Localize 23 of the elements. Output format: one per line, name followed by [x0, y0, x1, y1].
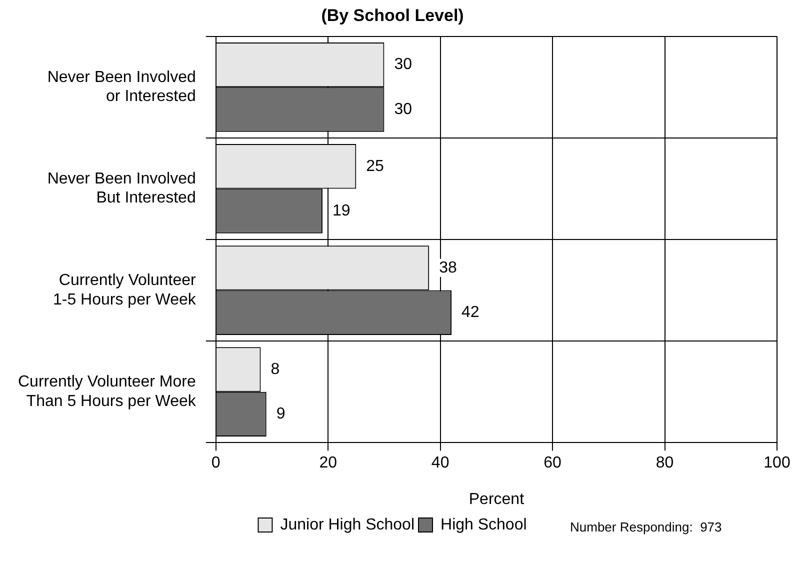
y-tick-label: Currently Volunteer 1-5 Hours per Week — [52, 272, 197, 308]
x-axis-title: Percent — [468, 490, 525, 508]
x-tick-label: 80 — [656, 454, 674, 472]
data-label: 9 — [276, 406, 286, 423]
y-tick-label: Currently Volunteer More Than 5 Hours per Week — [18, 374, 197, 410]
data-label: 30 — [394, 56, 412, 74]
x-tick-label: 60 — [544, 454, 562, 472]
text: Number Responding: 973 — [570, 520, 722, 535]
legend-label: Junior High School — [280, 516, 415, 534]
legend-label: High School — [440, 516, 527, 534]
x-tick-label: 20 — [319, 454, 338, 472]
data-label: 19 — [332, 202, 350, 220]
data-label: 25 — [366, 158, 384, 175]
data-label: 30 — [394, 100, 412, 118]
x-tick-label: 0 — [211, 454, 220, 472]
y-tick-label: Never Been Involved or Interested — [47, 68, 196, 106]
data-label: 38 — [439, 259, 457, 276]
x-tick-label: 40 — [431, 454, 450, 472]
data-label: 8 — [270, 360, 280, 378]
y-tick-label: Never Been Involved But Interested — [47, 170, 196, 207]
x-tick-label: 100 — [764, 454, 790, 472]
chart-title: (By School Level) — [321, 6, 464, 25]
data-label: 42 — [462, 304, 480, 322]
